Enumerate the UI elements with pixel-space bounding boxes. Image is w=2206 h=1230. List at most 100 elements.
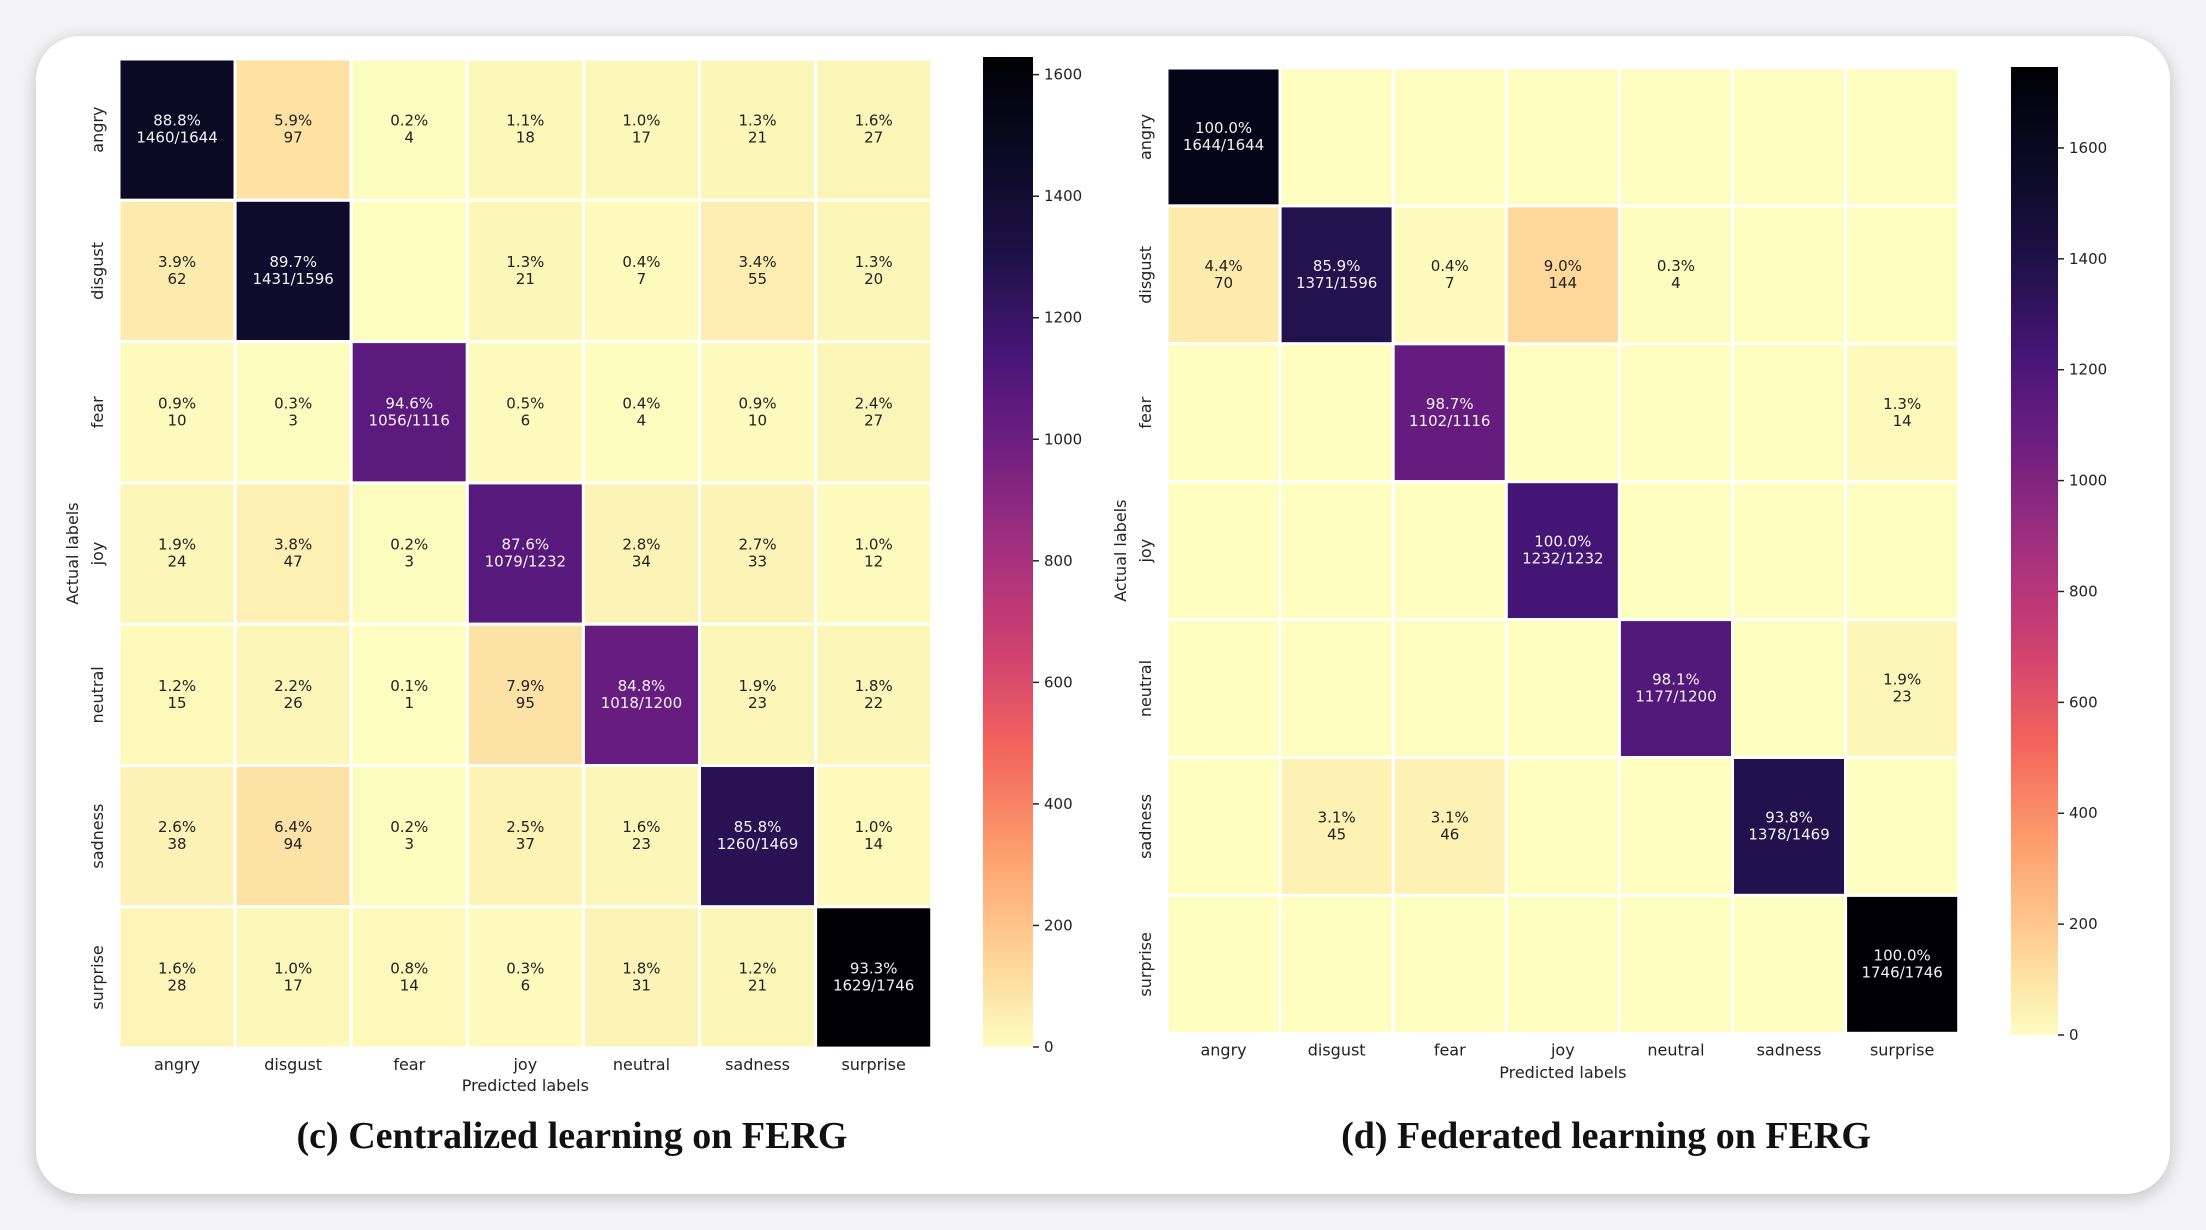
heatmap-cell xyxy=(349,198,469,344)
cell-annotation: 0.4% 4 xyxy=(622,394,660,429)
cell-annotation: 98.7% 1102/1116 xyxy=(1409,395,1490,430)
cell-annotation: 3.1% 45 xyxy=(1318,808,1356,843)
heatmap-cell xyxy=(117,198,237,344)
heatmap-cell xyxy=(1504,480,1621,622)
x-tick-label: sadness xyxy=(725,1055,790,1074)
cell-annotation: 1.2% 15 xyxy=(158,677,196,712)
heatmap-cell xyxy=(698,764,818,909)
heatmap-cell xyxy=(1278,893,1395,1035)
heatmap-cell xyxy=(349,764,469,909)
cell-annotation: 6.4% 94 xyxy=(274,818,312,853)
x-tick-label: disgust xyxy=(264,1055,322,1074)
cell-annotation: 0.5% 6 xyxy=(506,394,544,429)
colorbar xyxy=(2011,67,2058,1035)
cell-annotation: 1.8% 22 xyxy=(855,677,893,712)
heatmap-cell xyxy=(814,905,934,1050)
cell-annotation: 100.0% 1644/1644 xyxy=(1183,119,1264,154)
cell-annotation: 4.4% 70 xyxy=(1204,257,1242,292)
heatmap-cell xyxy=(1731,204,1848,346)
heatmap-cell xyxy=(1165,756,1282,897)
heatmap-cell xyxy=(581,198,702,344)
cell-annotation: 1.6% 23 xyxy=(622,818,660,853)
heatmap-cell xyxy=(1504,618,1621,759)
heatmap-cell xyxy=(1617,66,1735,208)
cell-annotation: 3.9% 62 xyxy=(158,253,196,288)
heatmap-cell xyxy=(233,764,353,909)
colorbar-tick-label: 1400 xyxy=(2069,250,2107,268)
cell-annotation: 2.4% 27 xyxy=(855,394,893,429)
heatmap-cell xyxy=(1278,480,1395,622)
heatmap-cell xyxy=(1844,342,1961,484)
y-tick-label: neutral xyxy=(1136,660,1155,717)
x-tick-label: neutral xyxy=(613,1055,670,1074)
colorbar-tick-label: 200 xyxy=(1044,916,1073,934)
heatmap-cell xyxy=(1504,893,1621,1035)
heatmap-cell xyxy=(1278,342,1395,484)
cell-annotation: 0.2% 3 xyxy=(390,536,428,571)
y-tick-label: fear xyxy=(88,396,107,428)
heatmap-cell xyxy=(1731,66,1848,208)
heatmap-cell xyxy=(1391,342,1508,484)
cell-annotation: 2.2% 26 xyxy=(274,677,312,712)
heatmap-cell xyxy=(1504,342,1621,484)
cell-annotation: 0.4% 7 xyxy=(622,253,660,288)
cell-annotation: 3.4% 55 xyxy=(738,253,776,288)
cell-annotation: 2.5% 37 xyxy=(506,818,544,853)
x-tick-label: joy xyxy=(1550,1040,1575,1059)
cell-annotation: 100.0% 1746/1746 xyxy=(1861,946,1942,981)
y-tick-label: joy xyxy=(1136,539,1155,564)
heatmap-cell xyxy=(1844,480,1961,622)
cell-annotation: 1.3% 14 xyxy=(1883,395,1921,430)
heatmap-cell xyxy=(698,57,818,202)
heatmap-cell xyxy=(1165,480,1282,622)
heatmap-cell xyxy=(581,764,702,909)
cell-annotation: 1.3% 21 xyxy=(506,253,544,288)
x-tick-label: disgust xyxy=(1308,1040,1366,1059)
cell-annotation: 98.1% 1177/1200 xyxy=(1635,671,1716,706)
cell-annotation: 0.9% 10 xyxy=(158,394,196,429)
heatmap-cell xyxy=(1844,66,1961,208)
heatmap-cell xyxy=(1278,756,1395,897)
cell-annotation: 1.6% 28 xyxy=(158,959,196,994)
confusion-matrix-federated: 100.0% 1644/1644 4.4% 70 85.9% 1371/1596 0.4% 7… xyxy=(1111,66,2107,1082)
colorbar xyxy=(983,57,1033,1047)
heatmap-cell xyxy=(1617,342,1735,484)
colorbar-tick-label: 600 xyxy=(1044,673,1073,691)
heatmap-cell xyxy=(698,622,818,768)
cell-annotation: 1.1% 18 xyxy=(506,112,544,147)
cell-annotation: 1.6% 27 xyxy=(855,112,893,147)
heatmap-cell xyxy=(814,481,934,626)
colorbar-tick-label: 0 xyxy=(2069,1026,2079,1044)
heatmap-cell xyxy=(1165,893,1282,1035)
y-axis-label: Actual labels xyxy=(63,502,82,604)
cell-annotation: 0.3% 4 xyxy=(1657,257,1695,292)
heatmap-cell xyxy=(1165,342,1282,484)
y-axis-label: Actual labels xyxy=(1111,500,1130,602)
heatmap-cell xyxy=(465,340,585,485)
colorbar-tick-label: 1600 xyxy=(2069,139,2107,157)
x-axis-label: Predicted labels xyxy=(1499,1063,1626,1082)
y-tick-label: sadness xyxy=(1136,794,1155,859)
heatmap-cell xyxy=(581,481,702,626)
cell-annotation: 1.9% 23 xyxy=(1883,671,1921,706)
colorbar-tick-label: 400 xyxy=(1044,795,1073,813)
heatmap-cell xyxy=(814,764,934,909)
cell-annotation: 0.9% 10 xyxy=(738,394,776,429)
cell-annotation: 1.0% 14 xyxy=(855,818,893,853)
cell-annotation: 94.6% 1056/1116 xyxy=(369,394,450,429)
colorbar-tick-label: 1600 xyxy=(1044,66,1082,84)
y-tick-label: neutral xyxy=(88,666,107,723)
x-tick-label: neutral xyxy=(1647,1040,1704,1059)
cell-annotation: 1.0% 17 xyxy=(274,959,312,994)
heatmap-cell xyxy=(1731,893,1848,1035)
heatmap-cell xyxy=(465,905,585,1050)
cell-annotation: 1.0% 17 xyxy=(622,112,660,147)
cell-annotation: 0.3% 3 xyxy=(274,394,312,429)
cell-annotation: 2.7% 33 xyxy=(738,536,776,571)
heatmap-cell xyxy=(349,340,469,485)
colorbar-tick-label: 200 xyxy=(2069,915,2098,933)
cell-annotation: 1.0% 12 xyxy=(855,536,893,571)
heatmap-cell xyxy=(117,57,237,202)
heatmap-cell xyxy=(1731,480,1848,622)
heatmap-cell xyxy=(233,198,353,344)
